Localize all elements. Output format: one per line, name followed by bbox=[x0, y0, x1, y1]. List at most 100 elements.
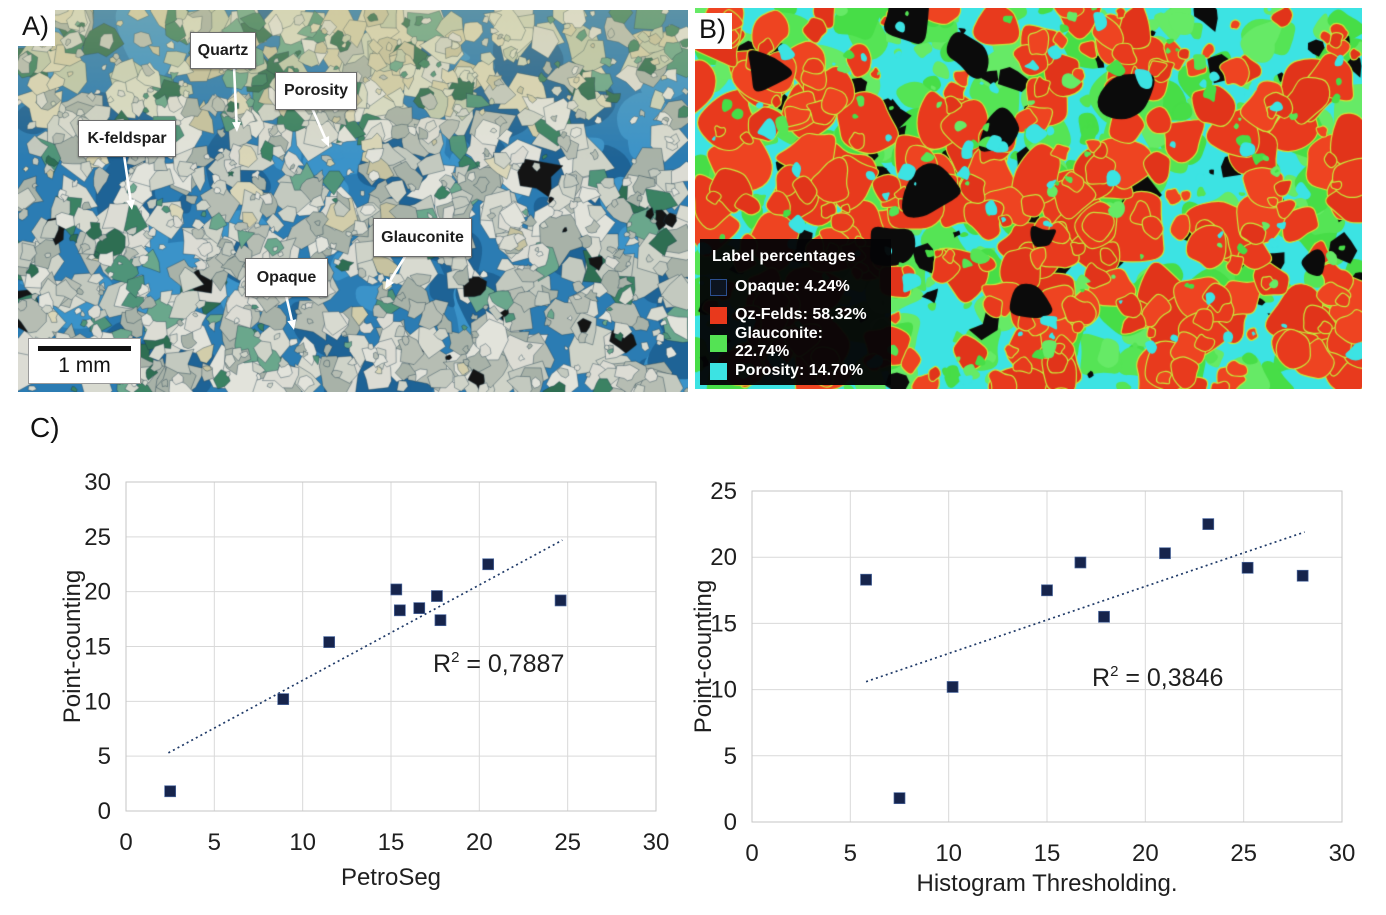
trend-line bbox=[167, 539, 563, 754]
legend-item-label: Opaque: 4.24% bbox=[735, 278, 850, 295]
x-tick-label: 10 bbox=[289, 829, 316, 856]
panel-b-label: B) bbox=[695, 13, 732, 49]
data-point bbox=[164, 785, 177, 798]
x-tick-label: 15 bbox=[1034, 840, 1061, 867]
y-tick-label: 5 bbox=[724, 743, 737, 770]
y-tick-label: 5 bbox=[98, 743, 111, 770]
y-tick-label: 20 bbox=[84, 579, 111, 606]
annotation-arrow-line bbox=[284, 294, 294, 321]
annotation-arrow-line bbox=[122, 154, 132, 201]
y-tick-label: 0 bbox=[98, 798, 111, 825]
annotation-arrow-line bbox=[232, 66, 238, 123]
annotation-arrow-head bbox=[320, 136, 330, 147]
data-point bbox=[277, 693, 290, 705]
x-tick-label: 10 bbox=[935, 840, 962, 867]
y-tick-label: 30 bbox=[84, 469, 111, 496]
data-point bbox=[1074, 556, 1087, 569]
legend-item-label: Porosity: 14.70% bbox=[735, 362, 864, 379]
x-axis-title: Histogram Thresholding. bbox=[916, 870, 1177, 897]
plot-border bbox=[125, 481, 657, 812]
y-tick-label: 15 bbox=[84, 634, 111, 661]
y-tick-label: 0 bbox=[724, 809, 737, 836]
x-tick-label: 25 bbox=[554, 829, 581, 856]
data-point bbox=[390, 583, 403, 596]
data-point bbox=[1241, 561, 1254, 574]
annotation-arrow-head bbox=[126, 199, 136, 210]
x-tick-label: 0 bbox=[745, 840, 758, 867]
data-point bbox=[554, 594, 567, 607]
r-squared-label: R2 = 0,7887 bbox=[433, 649, 564, 678]
data-point bbox=[1041, 584, 1053, 597]
opaque-swatch bbox=[710, 278, 727, 296]
legend-item-opaque: Opaque: 4.24% bbox=[710, 273, 881, 301]
annotation-quartz: Quartz bbox=[190, 32, 256, 69]
annotation-glauconite: Glauconite bbox=[373, 218, 472, 257]
x-tick-label: 0 bbox=[119, 829, 132, 856]
legend-item-label: Qz-Felds: 58.32% bbox=[735, 306, 867, 323]
annotation-arrow-head bbox=[287, 319, 297, 330]
histogram-thresholding-scatter-chart: 0 5 10 15 20 25 30 0 5 10 15 20 25 Histogram Threshol… bbox=[690, 478, 1356, 897]
data-point bbox=[434, 614, 447, 627]
x-tick-label: 15 bbox=[378, 829, 405, 856]
scale-bar-label: 1 mm bbox=[58, 354, 111, 377]
annotation-porosity: Porosity bbox=[275, 72, 357, 110]
annotation-opaque-text: Opaque bbox=[256, 268, 317, 286]
data-point bbox=[482, 558, 495, 571]
y-axis-title: Point-counting bbox=[690, 580, 717, 733]
annotation-quartz-text: Quartz bbox=[197, 41, 249, 59]
legend-item-qz-felds: Qz-Felds: 58.32% bbox=[710, 301, 881, 329]
legend-item-porosity: Porosity: 14.70% bbox=[710, 357, 881, 385]
y-tick-label: 15 bbox=[710, 610, 737, 637]
x-tick-label: 30 bbox=[1329, 840, 1356, 867]
y-tick-label: 10 bbox=[710, 677, 737, 704]
x-tick-label: 25 bbox=[1230, 840, 1257, 867]
annotation-k-feldspar-text: K-feldspar bbox=[87, 129, 167, 147]
r-squared-label: R2 = 0,3846 bbox=[1092, 663, 1223, 692]
label-percentages-legend: Label percentages Opaque: 4.24% Qz-Felds… bbox=[700, 239, 891, 385]
y-tick-label: 20 bbox=[710, 544, 737, 571]
plot-border bbox=[751, 490, 1343, 823]
legend-item-label: Glauconite: 22.74% bbox=[735, 325, 824, 360]
data-point bbox=[393, 604, 406, 617]
scale-bar-line bbox=[38, 346, 131, 351]
qz-felds-swatch bbox=[710, 306, 727, 324]
glauconite-swatch bbox=[710, 334, 727, 352]
legend-title: Label percentages bbox=[712, 248, 856, 265]
panel-c-label: C) bbox=[30, 412, 60, 443]
annotation-opaque: Opaque bbox=[245, 258, 328, 297]
x-tick-label: 20 bbox=[466, 829, 493, 856]
data-point bbox=[1098, 610, 1110, 623]
porosity-swatch bbox=[710, 362, 727, 380]
annotation-arrows bbox=[122, 66, 408, 330]
x-tick-label: 30 bbox=[643, 829, 670, 856]
x-tick-label: 20 bbox=[1132, 840, 1159, 867]
panel-a-thin-section: A) Quartz Porosity K-feldspar Opaque Gla… bbox=[18, 10, 688, 392]
trend-line bbox=[865, 531, 1305, 683]
annotation-k-feldspar: K-feldspar bbox=[78, 120, 176, 157]
annotation-arrow-line bbox=[389, 254, 408, 282]
data-point bbox=[1296, 569, 1309, 582]
annotation-glauconite-text: Glauconite bbox=[381, 228, 464, 246]
x-tick-label: 5 bbox=[844, 840, 857, 867]
data-point bbox=[431, 590, 443, 602]
data-point bbox=[1202, 518, 1215, 530]
annotation-arrow-line bbox=[310, 107, 327, 139]
data-point bbox=[413, 602, 426, 614]
scale-bar: 1 mm bbox=[28, 338, 141, 384]
panel-b-segmented-image: B) Label percentages Opaque: 4.24% Qz-Fe… bbox=[695, 8, 1362, 389]
panel-a-label: A) bbox=[18, 10, 55, 46]
annotation-porosity-text: Porosity bbox=[283, 82, 348, 99]
legend-item-glauconite: Glauconite: 22.74% bbox=[710, 325, 881, 360]
data-point bbox=[860, 573, 872, 586]
annotation-arrow-head bbox=[232, 121, 242, 132]
y-tick-label: 25 bbox=[710, 478, 737, 505]
x-tick-label: 5 bbox=[208, 829, 221, 856]
y-tick-label: 10 bbox=[84, 688, 111, 715]
y-axis-title: Point-counting bbox=[59, 570, 86, 723]
y-tick-label: 25 bbox=[84, 524, 111, 551]
data-point bbox=[893, 792, 906, 805]
data-point bbox=[323, 636, 336, 648]
annotation-arrow-head bbox=[385, 278, 395, 289]
x-axis-title: PetroSeg bbox=[341, 864, 441, 891]
